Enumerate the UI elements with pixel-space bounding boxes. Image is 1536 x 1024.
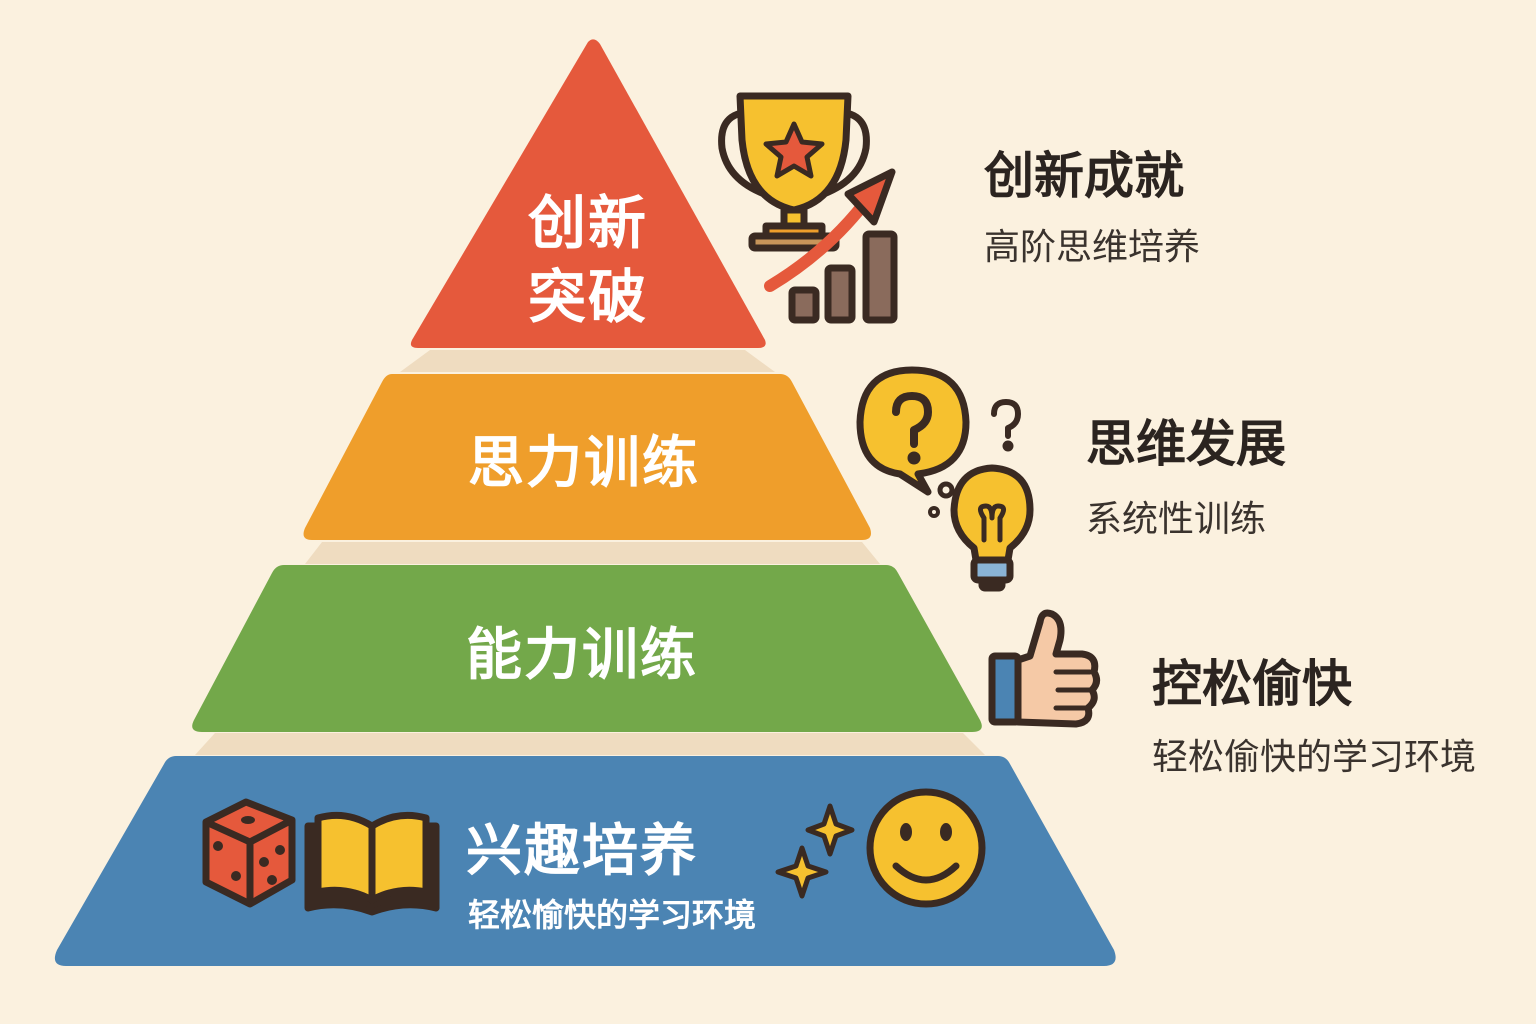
open-book-icon xyxy=(304,811,440,916)
thumbs-up-icon xyxy=(988,609,1101,728)
side-label-1-subtitle: 高阶思维培养 xyxy=(984,227,1201,268)
dice-icon xyxy=(202,798,296,908)
tier-gap-band-3 xyxy=(195,733,985,755)
tier-top-line2: 突破 xyxy=(528,263,649,331)
side-label-2-title: 思维发展 xyxy=(1086,415,1286,473)
tier-second-title: 思力训练 xyxy=(468,431,700,496)
tier-third xyxy=(192,565,982,732)
tier-gap-band-2 xyxy=(305,542,880,564)
tier-base-title: 兴趣培养 xyxy=(466,819,698,884)
tier-base-subtitle: 轻松愉快的学习环境 xyxy=(468,896,757,934)
side-label-3-title: 控松偷快 xyxy=(1152,655,1352,713)
tier-base xyxy=(54,756,1116,966)
tier-gap-band-1 xyxy=(400,350,775,372)
tier-third-title: 能力训练 xyxy=(466,623,698,688)
tier-top-line1: 创新 xyxy=(528,189,649,257)
sparkle-icon xyxy=(775,803,855,899)
side-label-2-subtitle: 系统性训练 xyxy=(1086,499,1267,540)
side-label-3-subtitle: 轻松偷快的学习环境 xyxy=(1152,737,1477,778)
question-lightbulb-icon xyxy=(856,366,1034,592)
tier-second xyxy=(303,374,871,540)
tier-top xyxy=(410,39,766,349)
side-label-1-title: 创新成就 xyxy=(984,147,1184,205)
trophy-growth-icon xyxy=(718,92,898,324)
smiley-icon xyxy=(866,788,986,908)
